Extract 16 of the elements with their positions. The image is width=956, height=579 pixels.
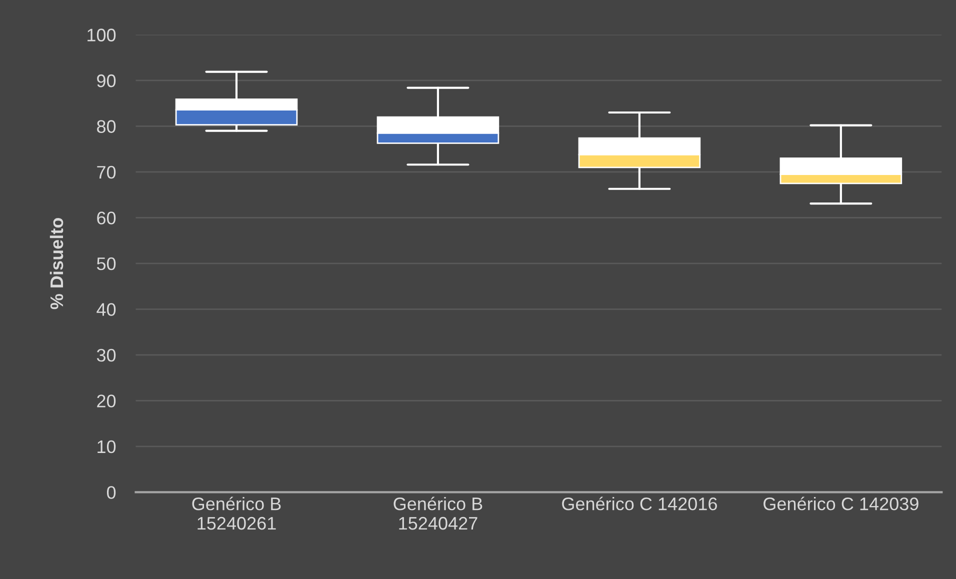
- y-tick-label: 20: [97, 394, 116, 408]
- x-tick-label: Genérico B 15240427: [394, 496, 482, 530]
- x-tick-label: Genérico C 142016: [562, 496, 717, 510]
- y-tick-label: 40: [96, 303, 116, 316]
- y-tick-label: 70: [97, 166, 116, 179]
- x-tick-label: Genérico C 142039: [764, 496, 918, 510]
- y-tick-label: 60: [97, 212, 116, 224]
- y-tick-label: 30: [96, 348, 116, 362]
- x-tick-label: Genérico B 15240261: [192, 496, 281, 530]
- y-axis-title: % Disuelto: [50, 218, 64, 310]
- y-tick-label: 50: [96, 257, 116, 270]
- y-tick-label: 100: [88, 28, 116, 42]
- y-tick-label: 0: [106, 486, 116, 499]
- y-tick-label: 90: [97, 74, 116, 88]
- y-tick-label: 80: [97, 120, 116, 133]
- y-tick-label: 10: [98, 440, 116, 454]
